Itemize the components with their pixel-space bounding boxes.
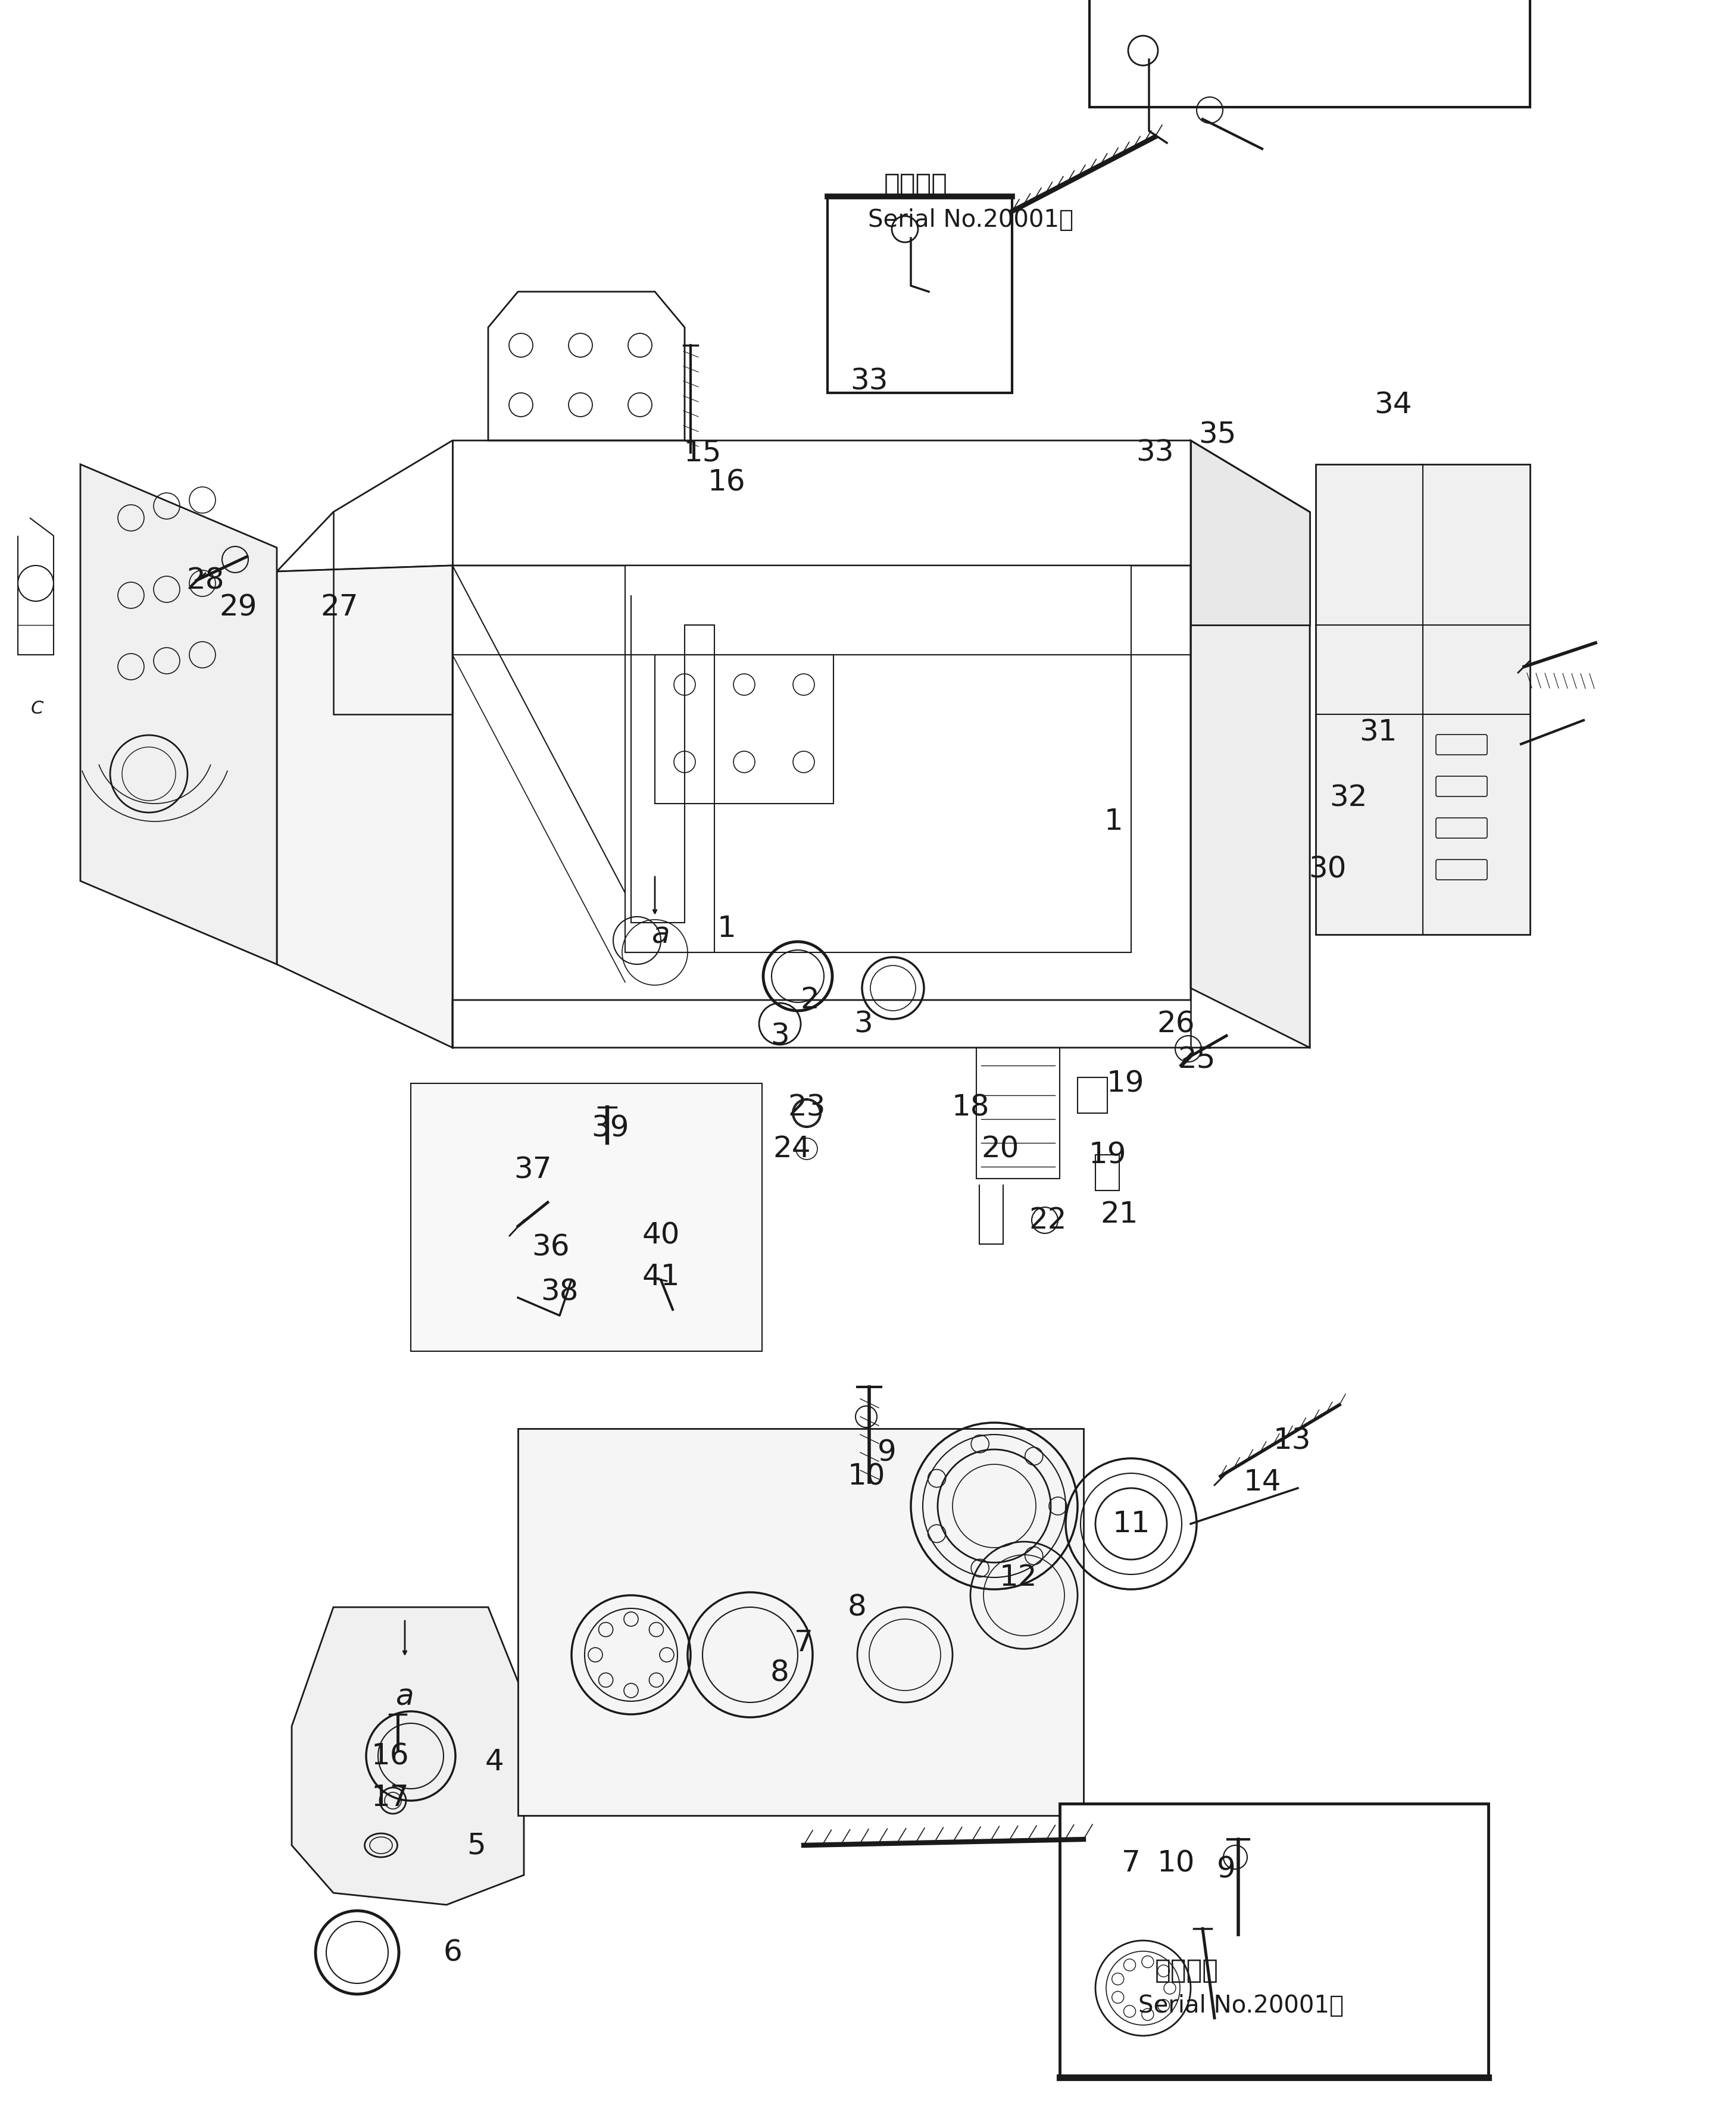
Text: 37: 37 — [514, 1156, 552, 1184]
Text: 24: 24 — [773, 1135, 811, 1163]
Text: 5: 5 — [467, 1830, 486, 1860]
Text: 21: 21 — [1101, 1200, 1139, 1228]
Text: 10: 10 — [847, 1462, 885, 1491]
Text: 12: 12 — [1000, 1563, 1036, 1592]
Text: Serial No.20001～: Serial No.20001～ — [868, 208, 1073, 232]
Text: a: a — [651, 920, 670, 950]
Text: 6: 6 — [443, 1938, 462, 1967]
FancyBboxPatch shape — [1090, 0, 1529, 107]
Text: 8: 8 — [847, 1592, 866, 1622]
Text: 14: 14 — [1243, 1468, 1281, 1497]
Text: 3: 3 — [854, 1009, 873, 1038]
Polygon shape — [276, 567, 453, 1047]
Text: 16: 16 — [372, 1742, 410, 1771]
Text: 23: 23 — [788, 1093, 826, 1122]
Text: 19: 19 — [1106, 1070, 1144, 1097]
Text: 9: 9 — [878, 1438, 896, 1466]
Text: 13: 13 — [1272, 1426, 1311, 1455]
Text: 9: 9 — [1217, 1855, 1236, 1883]
Text: a: a — [396, 1683, 413, 1710]
Text: 36: 36 — [531, 1232, 569, 1261]
Text: 38: 38 — [540, 1278, 578, 1306]
Text: 8: 8 — [771, 1657, 790, 1687]
FancyBboxPatch shape — [1059, 1803, 1488, 2077]
Text: 17: 17 — [372, 1784, 410, 1811]
Text: 34: 34 — [1375, 390, 1411, 419]
Text: 40: 40 — [642, 1221, 681, 1249]
Text: 1: 1 — [1104, 807, 1123, 836]
Polygon shape — [80, 463, 276, 965]
Text: 29: 29 — [219, 594, 257, 621]
Text: C: C — [31, 699, 43, 716]
Text: Serial No.20001～: Serial No.20001～ — [1139, 1994, 1344, 2018]
Text: 32: 32 — [1330, 783, 1368, 813]
FancyBboxPatch shape — [828, 196, 1012, 394]
Text: 25: 25 — [1177, 1045, 1215, 1074]
Text: 3: 3 — [771, 1021, 790, 1051]
Text: 16: 16 — [707, 468, 745, 497]
Polygon shape — [1316, 463, 1529, 935]
Text: 11: 11 — [1113, 1510, 1149, 1537]
Text: 20: 20 — [981, 1135, 1019, 1163]
Text: 2: 2 — [800, 986, 819, 1015]
Polygon shape — [1191, 440, 1309, 625]
Text: 33: 33 — [851, 366, 889, 396]
Polygon shape — [625, 567, 1132, 952]
Text: 39: 39 — [592, 1114, 628, 1141]
Polygon shape — [517, 1428, 1083, 1815]
Text: 適用号機: 適用号機 — [884, 173, 948, 198]
Text: 41: 41 — [642, 1261, 681, 1291]
Text: 10: 10 — [1156, 1849, 1194, 1876]
Polygon shape — [1191, 440, 1309, 1047]
Text: 22: 22 — [1029, 1207, 1066, 1234]
Text: 1: 1 — [717, 914, 736, 943]
Text: 7: 7 — [793, 1628, 812, 1657]
Text: 18: 18 — [951, 1093, 990, 1122]
Text: 30: 30 — [1309, 855, 1347, 882]
Text: 35: 35 — [1198, 421, 1236, 449]
Text: 15: 15 — [684, 438, 722, 468]
Text: 19: 19 — [1088, 1141, 1127, 1169]
Text: 4: 4 — [484, 1748, 503, 1775]
Text: 33: 33 — [1135, 438, 1174, 468]
Polygon shape — [411, 1082, 762, 1352]
Text: 7: 7 — [1121, 1849, 1141, 1876]
Text: 適用号機: 適用号機 — [1154, 1956, 1219, 1984]
Polygon shape — [292, 1607, 524, 1904]
Text: 27: 27 — [321, 594, 358, 621]
Text: 31: 31 — [1359, 718, 1397, 746]
Text: 26: 26 — [1156, 1009, 1194, 1038]
Text: 28: 28 — [186, 567, 224, 594]
